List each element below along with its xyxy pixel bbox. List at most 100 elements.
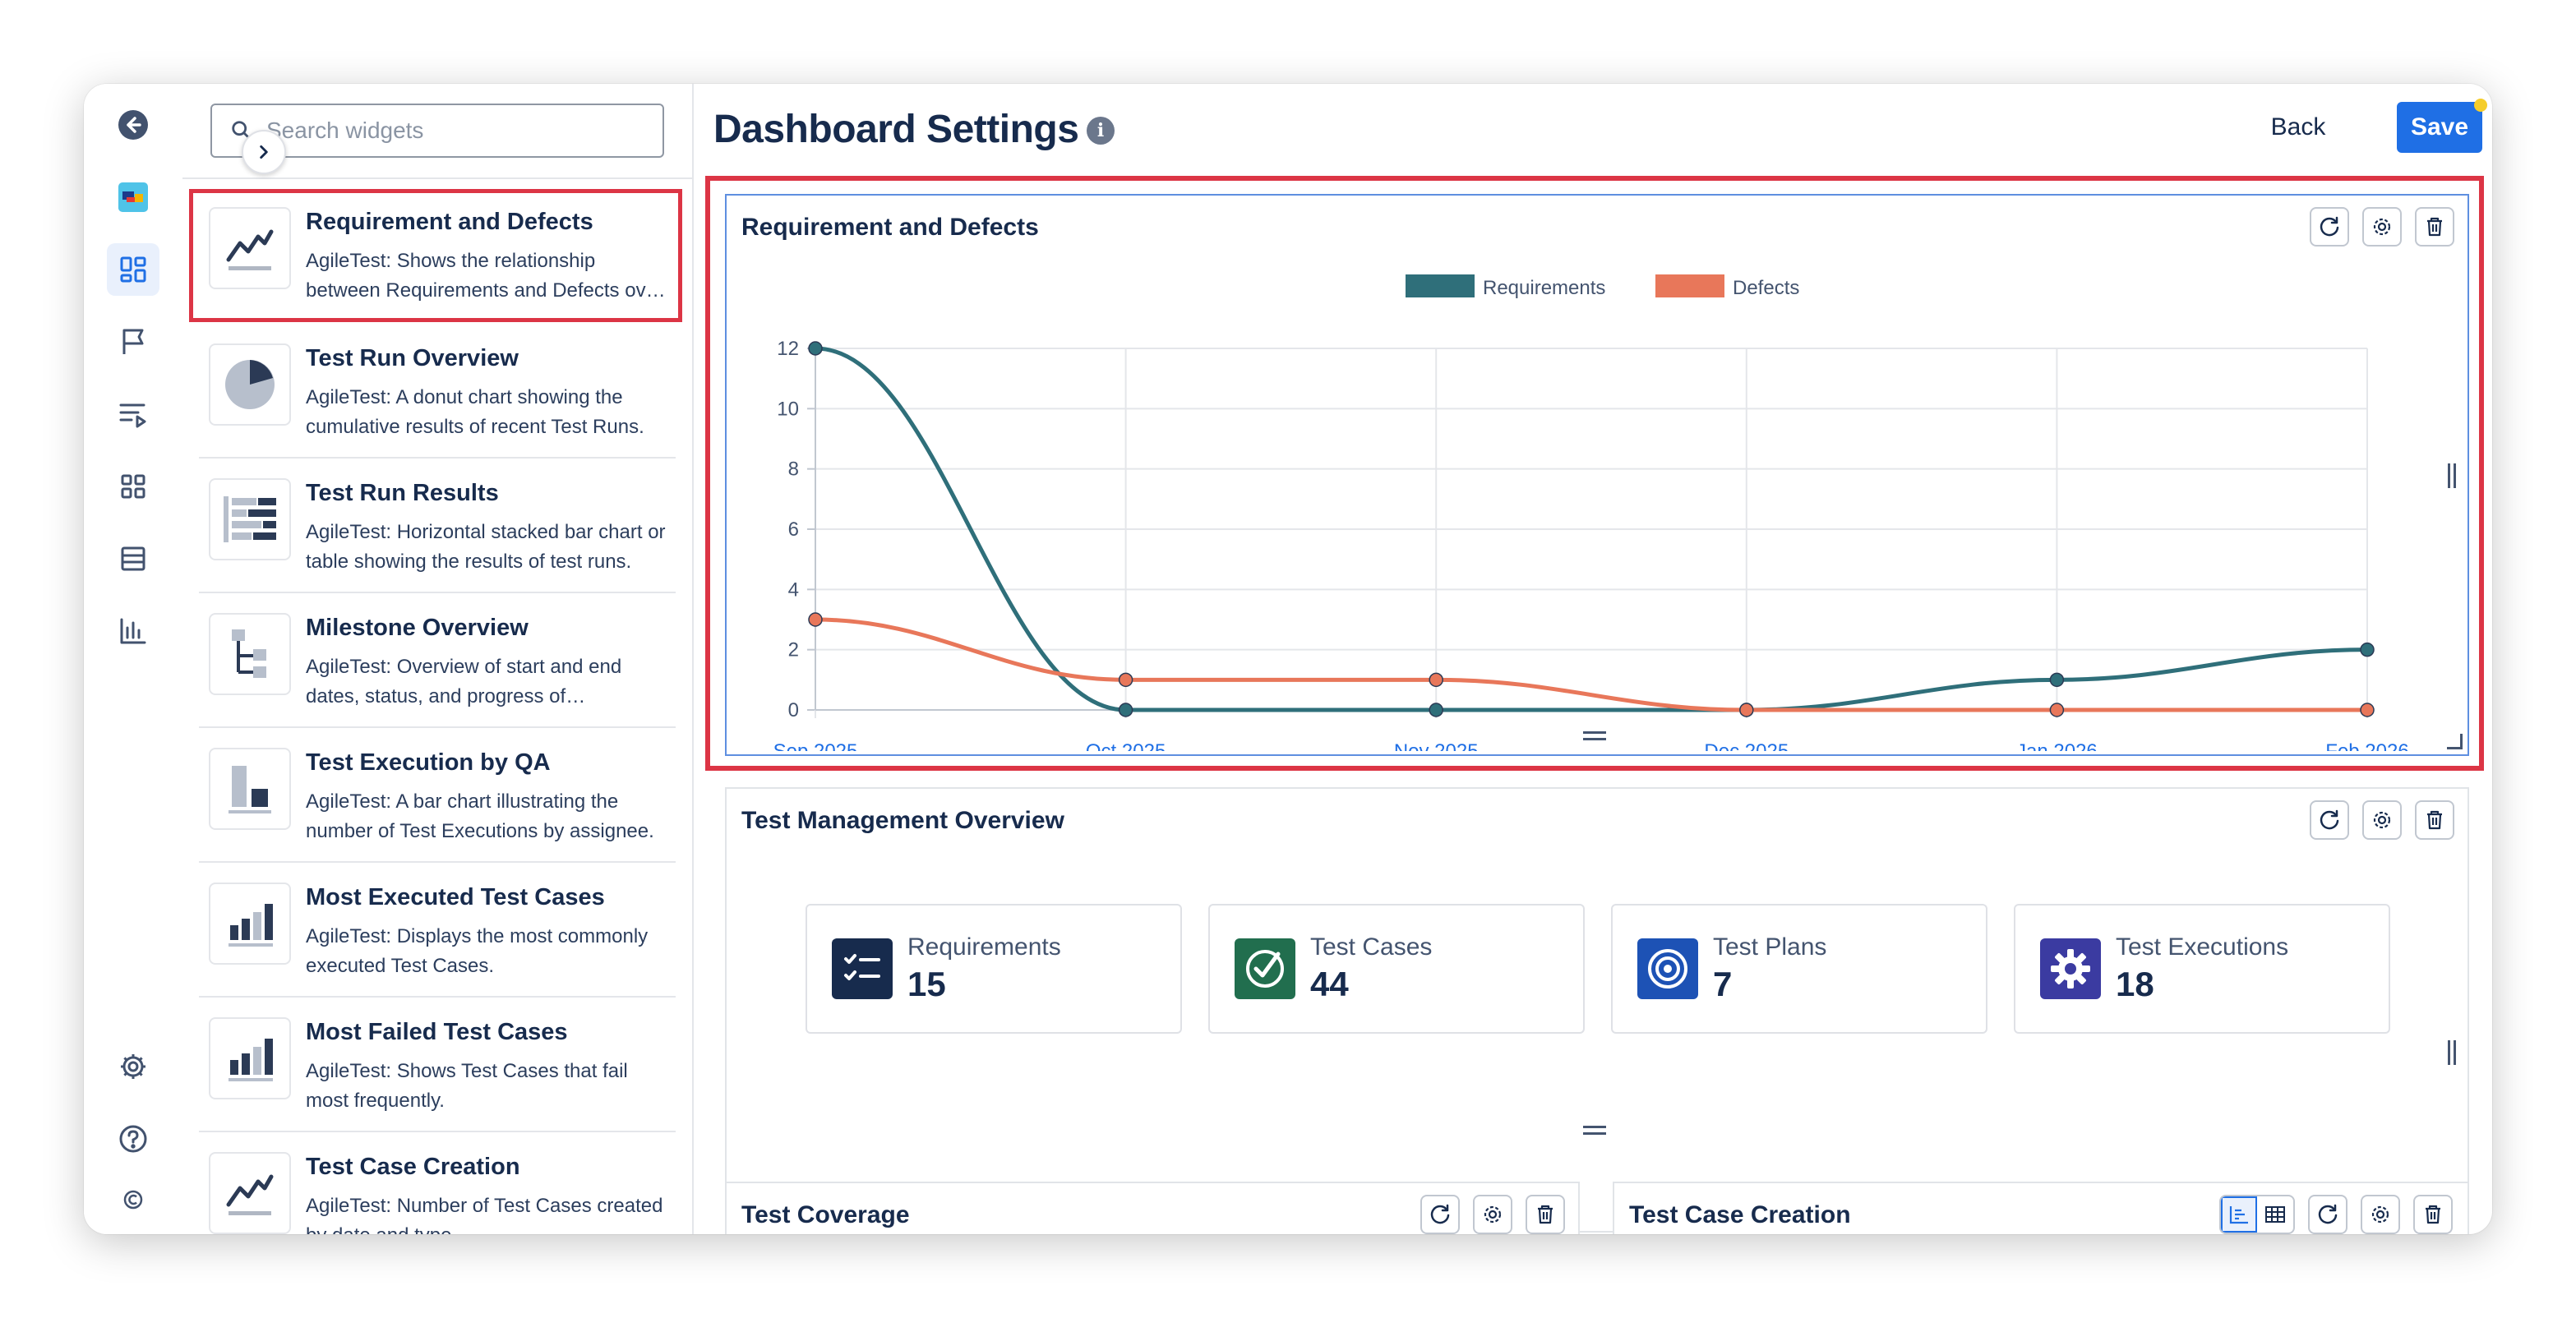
widget-item-requirement-and-defects[interactable]: Requirement and Defects AgileTest: Shows… — [189, 189, 682, 322]
settings-button[interactable] — [2362, 207, 2402, 247]
y-tick-label: 6 — [788, 518, 799, 541]
settings-gear-icon[interactable] — [107, 1040, 159, 1093]
widget-item-test-execution-by-qa[interactable]: Test Execution by QA AgileTest: A bar ch… — [199, 730, 676, 863]
icon-rail — [84, 84, 184, 1234]
data-point — [1118, 672, 1133, 688]
chart-view-icon — [2229, 1206, 2248, 1224]
x-tick-label: Dec 2025 — [1704, 740, 1789, 751]
view-toggle — [2219, 1195, 2295, 1234]
widget-item-test-run-overview[interactable]: Test Run Overview AgileTest: A donut cha… — [199, 325, 676, 459]
gear-icon — [1484, 1205, 1502, 1224]
refresh-button[interactable] — [2310, 800, 2349, 840]
widget-list: Requirement and Defects AgileTest: Shows… — [182, 179, 692, 1234]
stat-value: 7 — [1713, 965, 1733, 1003]
resize-handle-horizontal[interactable] — [1583, 731, 1606, 740]
reports-chart-icon[interactable] — [107, 605, 159, 657]
stat-card-test-plans[interactable]: Test Plans 7 — [1611, 904, 1987, 1034]
legend-label: Requirements — [1483, 277, 1605, 299]
item-divider — [199, 457, 676, 459]
trash-icon — [2427, 217, 2442, 237]
data-point — [2360, 642, 2375, 657]
resize-handle-horizontal[interactable] — [1583, 1126, 1606, 1135]
widget-title: Test Case Creation — [306, 1154, 520, 1180]
delete-button[interactable] — [2415, 207, 2454, 247]
save-button[interactable]: Save — [2397, 102, 2482, 153]
widget-panel: Requirement and Defects AgileTest: Shows… — [182, 84, 694, 1234]
data-point — [1739, 703, 1754, 717]
resize-corner-icon[interactable] — [2447, 734, 2463, 749]
stat-label: Test Plans — [1713, 933, 1827, 961]
stat-card-test-cases[interactable]: Test Cases 44 — [1208, 904, 1585, 1034]
data-point — [1429, 703, 1443, 717]
refresh-button[interactable] — [1420, 1195, 1460, 1234]
widget-description: AgileTest: Displays the most commonly ex… — [306, 925, 649, 977]
delete-button[interactable] — [2415, 800, 2454, 840]
expand-panel-button[interactable] — [242, 130, 286, 174]
data-point — [808, 612, 823, 627]
resize-handle-vertical[interactable] — [2448, 1040, 2456, 1065]
widget-item-test-case-creation[interactable]: Test Case Creation AgileTest: Number of … — [199, 1134, 676, 1234]
delete-button[interactable] — [1526, 1195, 1565, 1234]
back-arrow-icon[interactable] — [107, 99, 159, 151]
gear-icon — [2373, 811, 2391, 829]
refresh-button[interactable] — [2310, 207, 2349, 247]
dashboard-icon[interactable] — [107, 243, 159, 296]
widget-card-test-coverage: Test Coverage — [725, 1182, 1580, 1234]
table-view-button[interactable] — [2257, 1196, 2293, 1233]
refresh-icon — [2320, 216, 2339, 237]
gear-icon — [2373, 218, 2391, 236]
widget-item-test-run-results[interactable]: Test Run Results AgileTest: Horizontal s… — [199, 460, 676, 593]
data-point — [1118, 703, 1133, 717]
y-tick-label: 10 — [777, 398, 799, 420]
gear-icon — [2040, 938, 2101, 999]
status-dot — [2474, 99, 2487, 112]
table-view-icon — [2265, 1206, 2285, 1223]
bar-chart-icon — [209, 748, 291, 830]
stat-card-test-executions[interactable]: Test Executions 18 — [2014, 904, 2390, 1034]
widget-title: Milestone Overview — [306, 615, 529, 641]
check-circle-icon — [1235, 938, 1295, 999]
stat-value: 44 — [1310, 965, 1349, 1003]
x-tick-label: Oct 2025 — [1086, 740, 1166, 751]
widget-item-milestone-overview[interactable]: Milestone Overview AgileTest: Overview o… — [199, 595, 676, 728]
widget-card-requirement-and-defects: Requirement and Defects Requirements Defe… — [725, 194, 2469, 756]
line-chart-icon — [209, 207, 291, 289]
card-title: Requirement and Defects — [741, 214, 1039, 241]
chart-view-button[interactable] — [2221, 1196, 2257, 1233]
search-box[interactable] — [210, 104, 664, 158]
stat-label: Test Executions — [2116, 933, 2289, 961]
y-tick-label: 8 — [788, 459, 799, 481]
settings-button[interactable] — [2361, 1195, 2400, 1234]
line-chart-icon — [209, 1152, 291, 1234]
card-title: Test Case Creation — [1629, 1201, 1851, 1228]
x-tick-label: Jan 2026 — [2016, 740, 2098, 751]
app-window: Requirement and Defects AgileTest: Shows… — [84, 84, 2492, 1234]
line-chart: Requirements Defects 0 2 4 6 8 10 12 Sep 2025 Oct … — [773, 274, 2409, 751]
series-line — [815, 346, 2368, 712]
legend-swatch — [1655, 274, 1724, 297]
widget-item-most-executed-test-cases[interactable]: Most Executed Test Cases AgileTest: Disp… — [199, 864, 676, 998]
back-button[interactable]: Back — [2257, 102, 2339, 153]
help-icon[interactable] — [107, 1113, 159, 1165]
info-icon[interactable]: i — [1087, 117, 1115, 145]
x-tick-label: Nov 2025 — [1394, 740, 1479, 751]
widget-item-most-failed-test-cases[interactable]: Most Failed Test Cases AgileTest: Shows … — [199, 999, 676, 1132]
delete-button[interactable] — [2413, 1195, 2453, 1234]
settings-button[interactable] — [2362, 800, 2402, 840]
y-tick-label: 2 — [788, 639, 799, 661]
refresh-button[interactable] — [2308, 1195, 2347, 1234]
bar-chart-rising-icon — [209, 883, 291, 965]
stat-card-requirements[interactable]: Requirements 15 — [806, 904, 1182, 1034]
apps-grid-icon[interactable] — [107, 460, 159, 513]
settings-button[interactable] — [1473, 1195, 1512, 1234]
stat-label: Test Cases — [1310, 933, 1433, 961]
test-run-list-icon[interactable] — [107, 388, 159, 440]
trash-icon — [1538, 1205, 1553, 1224]
flag-icon[interactable] — [107, 316, 159, 368]
table-rows-icon[interactable] — [107, 532, 159, 585]
search-input[interactable] — [265, 117, 662, 145]
trash-icon — [2426, 1205, 2440, 1224]
item-divider — [199, 861, 676, 863]
resize-handle-vertical[interactable] — [2448, 463, 2456, 488]
panel-divider — [182, 177, 692, 179]
